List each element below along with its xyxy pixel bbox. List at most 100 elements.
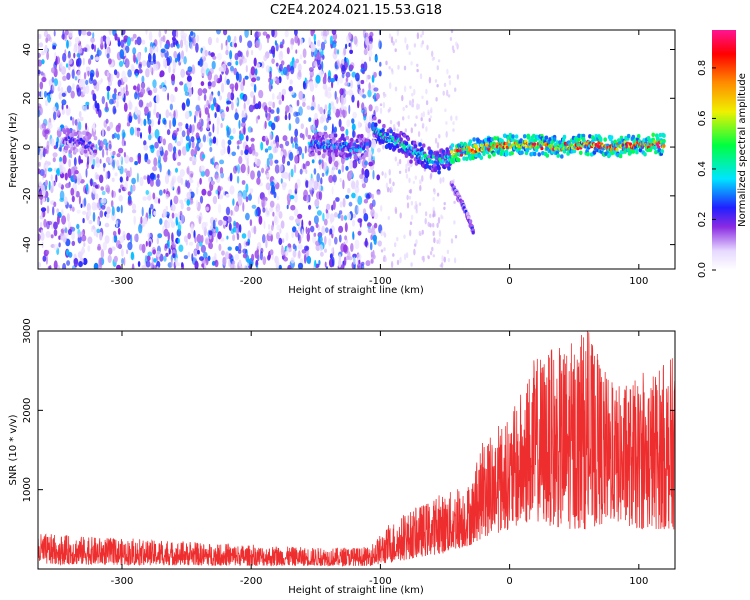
noise-blob [176, 53, 181, 62]
noise-blob [106, 149, 109, 156]
noise-blob [285, 232, 289, 242]
noise-blob [200, 81, 205, 87]
noise-blob [351, 94, 355, 103]
noise-blob [183, 56, 187, 65]
noise-blob [208, 230, 213, 236]
ridge-segment-1-edge [68, 142, 72, 147]
noise-blob [235, 71, 240, 81]
ridge-segment-2-edge [364, 151, 369, 156]
noise-blob [306, 195, 309, 204]
noise-blob [373, 222, 378, 229]
noise-blob [220, 237, 225, 242]
faint-noise-blob [399, 256, 402, 264]
noise-blob [92, 158, 96, 167]
noise-blob [121, 30, 126, 35]
noise-blob [57, 126, 62, 131]
colorbar-tick-label: 0.8 [697, 60, 708, 76]
noise-blob [240, 122, 246, 128]
noise-blob [233, 220, 237, 227]
faint-noise-blob [443, 256, 446, 263]
noise-blob [191, 140, 195, 149]
noise-blob [170, 221, 176, 228]
noise-blob [351, 192, 356, 199]
faint-noise-blob [389, 120, 393, 125]
noise-blob [166, 129, 171, 136]
faint-noise-blob [451, 45, 455, 51]
faint-noise-blob [432, 213, 435, 218]
noise-blob [259, 251, 263, 261]
noise-blob [238, 133, 244, 141]
noise-blob [39, 150, 43, 161]
noise-blob [344, 90, 349, 95]
noise-blob [86, 31, 92, 36]
noise-blob [73, 157, 77, 167]
noise-blob [278, 164, 284, 173]
noise-blob [106, 53, 110, 59]
faint-noise-blob [450, 30, 454, 34]
noise-blob [289, 79, 293, 85]
noise-blob [284, 30, 289, 38]
noise-blob [68, 204, 73, 209]
noise-blob [345, 128, 349, 136]
noise-blob [346, 212, 352, 221]
noise-blob [186, 206, 191, 211]
ridge-segment-2-edge [311, 152, 315, 157]
faint-noise-blob [392, 41, 395, 46]
noise-blob [365, 260, 371, 267]
faint-noise-blob [388, 66, 391, 70]
noise-blob [171, 212, 175, 219]
noise-blob [71, 195, 75, 203]
noise-blob [251, 49, 254, 56]
faint-noise-blob [444, 108, 447, 113]
main-ridge-edge [545, 153, 550, 158]
noise-blob [341, 163, 345, 173]
noise-blob [185, 135, 190, 142]
noise-blob [217, 219, 223, 226]
faint-noise-blob [446, 89, 449, 97]
noise-blob [148, 52, 152, 63]
noise-blob [77, 70, 81, 81]
noise-blob [56, 168, 60, 175]
noise-blob [269, 158, 273, 167]
colorbar-ticks: 0.00.20.40.60.8 [697, 60, 716, 278]
noise-blob [174, 86, 178, 93]
descending-ridge-edge [418, 142, 422, 147]
noise-blob [360, 63, 365, 70]
noise-blob [241, 117, 246, 124]
noise-blob [288, 85, 293, 92]
noise-blob [183, 255, 188, 260]
noise-blob [225, 49, 229, 56]
noise-blob [216, 137, 219, 146]
noise-blob [253, 57, 257, 67]
noise-blob [308, 204, 312, 210]
main-ridge-edge [511, 134, 515, 139]
noise-blob [131, 177, 137, 185]
noise-blob [378, 70, 382, 77]
noise-blob [176, 43, 180, 49]
noise-blob [264, 148, 269, 153]
noise-blob [250, 91, 255, 98]
main-ridge-edge [520, 150, 524, 155]
noise-blob [268, 230, 273, 237]
noise-blob [265, 65, 270, 73]
noise-blob [123, 151, 126, 158]
noise-blob [364, 160, 369, 166]
faint-noise-blob [406, 194, 409, 201]
noise-blob [368, 149, 372, 159]
noise-blob [234, 52, 239, 61]
noise-blob [88, 219, 93, 225]
noise-blob [215, 164, 220, 172]
noise-blob [286, 193, 292, 203]
colorbar-tick-label: 0.6 [697, 110, 708, 126]
noise-blob [332, 174, 337, 183]
faint-noise-blob [394, 156, 397, 162]
noise-blob [305, 127, 309, 137]
noise-blob [296, 251, 302, 260]
noise-blob [178, 149, 182, 157]
noise-blob [154, 129, 160, 139]
noise-blob [222, 219, 227, 226]
noise-blob [331, 41, 337, 49]
noise-blob [220, 123, 223, 128]
noise-blob [337, 213, 341, 219]
